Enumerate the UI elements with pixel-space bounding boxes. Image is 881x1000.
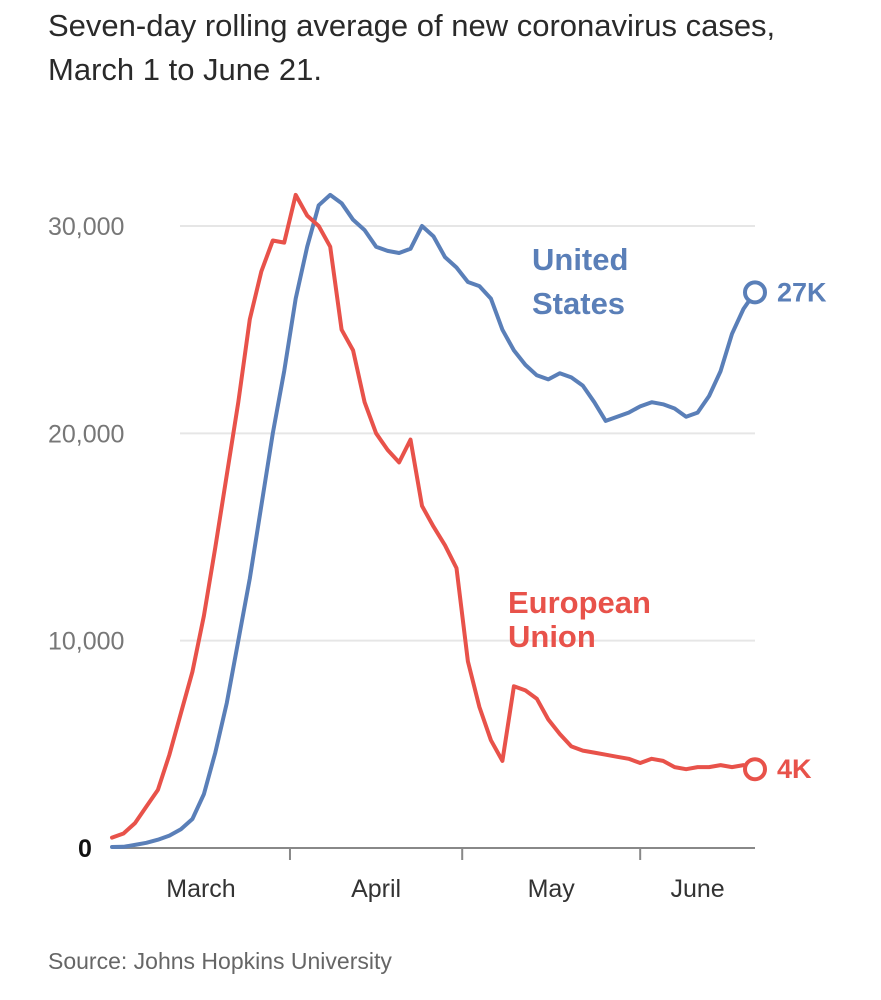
y-tick-label: 20,000	[48, 420, 124, 448]
series-line-us	[110, 192, 757, 849]
x-tick-label: June	[670, 875, 724, 903]
x-tick-label: April	[351, 875, 401, 903]
series-line-eu	[110, 192, 757, 840]
series-label-us-line1: United	[532, 242, 628, 277]
series-lines	[110, 192, 767, 849]
series-label-us-line2: States	[532, 286, 625, 321]
source-note: Source: Johns Hopkins University	[48, 948, 392, 974]
x-tick-label: May	[528, 875, 576, 903]
x-tick-label: March	[166, 875, 235, 903]
end-marker-us	[743, 280, 767, 305]
series-label-eu-line2: Union	[508, 619, 596, 654]
y-tick-label: 0	[78, 835, 92, 863]
y-tick-label: 10,000	[48, 628, 124, 656]
end-value-label-eu: 4K	[777, 754, 812, 784]
y-tick-label: 30,000	[48, 213, 124, 241]
x-axis: March April May June	[112, 847, 755, 903]
series-label-eu-line1: European	[508, 585, 651, 620]
chart-title: Seven-day rolling average of new coronav…	[48, 8, 776, 87]
end-value-label-us: 27K	[777, 277, 827, 307]
end-marker-eu	[743, 757, 767, 782]
gridlines: 0 10,000 20,000 30,000	[48, 213, 755, 863]
